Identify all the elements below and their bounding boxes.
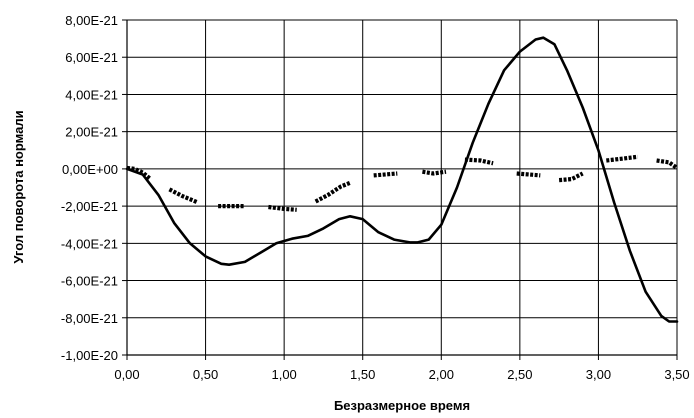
axes [122,19,678,360]
x-tick-label: 2,50 [507,367,532,382]
x-axis-label: Безразмерное время [334,398,470,413]
y-tick-label: 0,00E+00 [62,162,118,177]
series-segment-markers [268,204,297,212]
series-segment-markers [373,171,398,178]
y-axis-label: Угол поворота нормали [11,110,26,263]
series-segment-markers [606,154,638,163]
y-tick-label: -1,00E-20 [61,348,118,363]
series-line-solid [125,36,679,323]
x-tick-label: 1,50 [350,367,375,382]
y-tick-label: 6,00E-21 [65,50,118,65]
x-tick-label: 1,00 [271,367,296,382]
y-tick-label: 4,00E-21 [65,87,118,102]
x-tick-label: 3,50 [664,367,689,382]
x-tick-label: 2,00 [429,367,454,382]
y-tick-label: -8,00E-21 [61,311,118,326]
series-segment-markers [558,171,584,183]
tick-labels: 0,00 0,50 1,00 1,50 2,00 2,50 3,00 3,50 8,00E-21… [61,13,690,382]
y-tick-label: -6,00E-21 [61,274,118,289]
y-tick-label: -2,00E-21 [61,199,118,214]
x-tick-label: 3,00 [586,367,611,382]
series-segment-markers [516,171,541,178]
series-segment-markers [464,157,494,166]
y-tick-label: 2,00E-21 [65,125,118,140]
series-segment-markers [168,187,199,205]
grid-lines [127,19,678,355]
y-tick-label: 8,00E-21 [65,13,118,28]
series-layer [125,36,679,323]
x-tick-label: 0,00 [114,367,139,382]
series-segment-markers [422,169,447,176]
series-segment-markers [314,180,351,204]
series-segment-markers [656,158,679,170]
x-tick-label: 0,50 [193,367,218,382]
y-tick-label: -4,00E-21 [61,236,118,251]
